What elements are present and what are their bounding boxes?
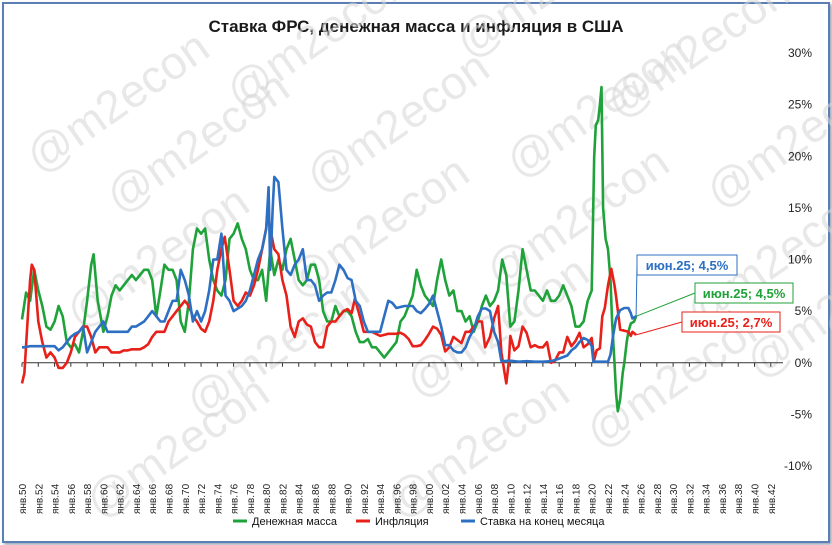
x-tick-label: янв.10	[506, 483, 517, 514]
x-tick-label: янв.72	[197, 483, 208, 514]
x-tick-label: янв.96	[392, 483, 403, 514]
x-tick-label: янв.58	[83, 483, 94, 514]
series-line-2	[20, 210, 637, 385]
x-tick-label: янв.40	[751, 483, 762, 514]
x-tick-label: янв.12	[523, 483, 534, 514]
x-tick-label: янв.64	[132, 483, 143, 514]
legend-label: Инфляция	[375, 516, 429, 528]
x-tick-label: янв.76	[230, 483, 241, 514]
x-tick-label: янв.32	[685, 483, 696, 514]
x-tick-label: янв.16	[555, 483, 566, 514]
x-tick-label: янв.20	[588, 483, 599, 514]
x-tick-label: янв.28	[653, 483, 664, 514]
callout-label: июн.25; 2,7%	[690, 315, 773, 330]
callout-leader-line	[635, 292, 696, 317]
x-tick-label: янв.54	[51, 483, 62, 514]
x-tick-label: янв.00	[425, 483, 436, 514]
x-tick-label: янв.04	[458, 483, 469, 514]
x-tick-label: янв.98	[409, 483, 420, 514]
y-tick-label: 15%	[788, 201, 812, 215]
x-tick-label: янв.62	[116, 483, 127, 514]
y-tick-label: 30%	[788, 46, 812, 60]
y-tick-label: 25%	[788, 98, 812, 112]
x-tick-label: янв.26	[637, 483, 648, 514]
x-tick-label: янв.02	[441, 483, 452, 514]
x-tick-label: янв.18	[571, 483, 582, 514]
x-tick-label: янв.90	[344, 483, 355, 514]
x-tick-label: янв.50	[18, 483, 29, 514]
x-tick-label: янв.34	[702, 483, 713, 514]
x-tick-label: янв.68	[165, 483, 176, 514]
y-tick-label: 5%	[795, 304, 813, 318]
x-tick-label: янв.74	[213, 483, 224, 514]
x-tick-label: янв.70	[181, 483, 192, 514]
chart-title: Ставка ФРС, денежная масса и инфляция в …	[208, 17, 624, 36]
x-tick-label: янв.80	[262, 483, 273, 514]
x-tick-label: янв.36	[718, 483, 729, 514]
x-tick-label: янв.60	[99, 483, 110, 514]
x-tick-label: янв.82	[278, 483, 289, 514]
x-tick-label: янв.66	[148, 483, 159, 514]
x-tick-label: янв.24	[620, 483, 631, 514]
x-tick-label: янв.56	[67, 483, 78, 514]
x-tick-label: янв.52	[34, 483, 45, 514]
watermark-text: @m2econ	[696, 55, 832, 218]
callout-box	[681, 311, 781, 333]
callout-label: июн.25; 4,5%	[646, 258, 729, 273]
x-tick-label: янв.88	[327, 483, 338, 514]
legend-label: Ставка на конец месяца	[480, 516, 605, 528]
x-tick-label: янв.84	[295, 483, 306, 514]
x-tick-label: янв.22	[604, 483, 615, 514]
series-line-3	[22, 175, 637, 363]
callout-leader-line	[635, 321, 683, 336]
x-tick-label: янв.38	[734, 483, 745, 514]
callout-box	[636, 254, 738, 276]
x-tick-label: янв.94	[376, 483, 387, 514]
x-tick-label: янв.06	[474, 483, 485, 514]
series-line-1	[20, 85, 638, 413]
callout-box	[694, 282, 794, 304]
y-tick-label: -10%	[784, 459, 812, 473]
callout-label: июн.25; 4,5%	[703, 286, 786, 301]
x-tick-label: янв.30	[669, 483, 680, 514]
y-tick-label: 0%	[795, 356, 813, 370]
legend-label: Денежная масса	[252, 516, 338, 528]
x-tick-label: янв.86	[311, 483, 322, 514]
x-tick-label: янв.14	[539, 483, 550, 514]
x-tick-label: янв.92	[360, 483, 371, 514]
y-tick-label: -5%	[791, 407, 813, 421]
y-tick-label: 20%	[788, 149, 812, 163]
y-tick-label: 10%	[788, 253, 812, 267]
x-tick-label: янв.42	[767, 483, 778, 514]
x-tick-label: янв.78	[246, 483, 257, 514]
x-tick-label: янв.08	[490, 483, 501, 514]
